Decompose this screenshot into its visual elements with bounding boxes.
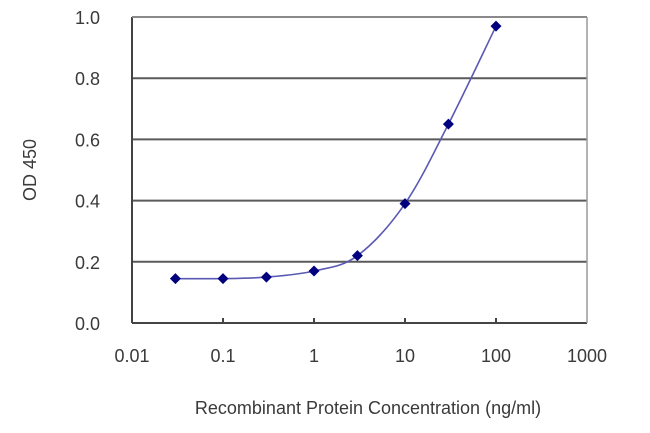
y-tick-label: 0.6 <box>75 130 100 150</box>
y-tick-label: 0.0 <box>75 314 100 334</box>
diamond-marker <box>169 273 181 285</box>
diamond-marker <box>260 271 272 283</box>
x-axis-title: Recombinant Protein Concentration (ng/ml… <box>195 398 541 418</box>
x-tick-label: 0.1 <box>210 346 235 366</box>
data-markers <box>169 20 502 285</box>
diamond-marker <box>399 198 411 210</box>
y-tick-label: 1.0 <box>75 8 100 28</box>
y-tick-label: 0.4 <box>75 192 100 212</box>
x-tick-label: 0.01 <box>114 346 149 366</box>
diamond-marker <box>490 20 502 32</box>
x-tick-label: 1 <box>309 346 319 366</box>
diamond-marker <box>308 265 320 277</box>
x-tick-label: 1000 <box>567 346 607 366</box>
diamond-marker <box>351 250 363 262</box>
plot-frame <box>131 16 588 324</box>
diamond-marker <box>217 273 229 285</box>
y-axis-tick-labels: 0.0 0.2 0.4 0.6 0.8 1.0 <box>75 8 100 334</box>
x-axis-tick-labels: 0.01 0.1 1 10 100 1000 <box>114 346 607 366</box>
y-axis-title: OD 450 <box>20 139 40 201</box>
plot-area <box>131 16 588 324</box>
diamond-marker <box>442 118 454 130</box>
x-tick-marks <box>222 318 497 323</box>
x-tick-label: 100 <box>481 346 511 366</box>
x-tick-label: 10 <box>395 346 415 366</box>
plot-background <box>132 17 587 323</box>
y-tick-label: 0.2 <box>75 253 100 273</box>
y-tick-label: 0.8 <box>75 69 100 89</box>
